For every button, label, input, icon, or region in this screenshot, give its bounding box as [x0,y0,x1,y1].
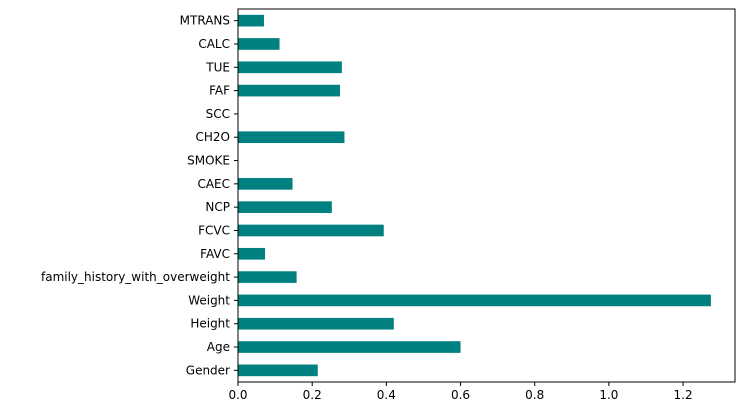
x-tick-label: 0.8 [525,388,544,402]
bar-Gender [238,364,318,377]
y-tick-label: Weight [188,293,230,307]
y-tick-label: TUE [205,60,230,74]
y-tick-label: MTRANS [180,14,230,28]
bar-CH2O [238,131,345,144]
y-tick-label: Age [207,340,230,354]
y-tick-label: FCVC [198,223,230,237]
bars-group [238,14,711,377]
bar-FAVC [238,247,266,260]
y-tick-label: Gender [186,363,230,377]
y-tick-label: FAF [209,84,230,98]
bar-family_history_with_overweight [238,271,297,283]
bar-FAF [238,84,340,97]
y-tick-label: FAVC [200,247,230,261]
y-tick-label: SCC [206,107,230,121]
bar-Height [238,317,394,330]
y-tick-label: NCP [205,200,230,214]
bar-MTRANS [238,14,264,27]
y-tick-label: SMOKE [187,154,230,168]
bar-CAEC [238,178,293,190]
y-tick-label: CALC [198,37,230,51]
bar-CALC [238,38,280,50]
x-axis-ticks: 0.0 0.2 0.4 0.6 0.8 1.0 1.2 [228,382,693,402]
bar-Weight [238,294,711,307]
bar-NCP [238,201,332,213]
bar-TUE [238,61,342,74]
x-tick-label: 0.4 [377,388,396,402]
y-tick-label: Height [190,317,230,331]
plot-frame [237,8,736,383]
y-tick-label: CAEC [197,177,230,191]
x-tick-label: 0.2 [303,388,322,402]
bar-Age [238,341,461,353]
x-tick-label: 1.2 [674,388,693,402]
y-axis-ticks: Gender Age Height Weight family_history_with… [41,14,238,377]
y-tick-label: CH2O [196,130,230,144]
x-tick-label: 0.0 [228,388,247,402]
bar-FCVC [238,224,384,237]
x-tick-label: 1.0 [599,388,618,402]
x-tick-label: 0.6 [451,388,470,402]
y-tick-label: family_history_with_overweight [41,270,230,284]
